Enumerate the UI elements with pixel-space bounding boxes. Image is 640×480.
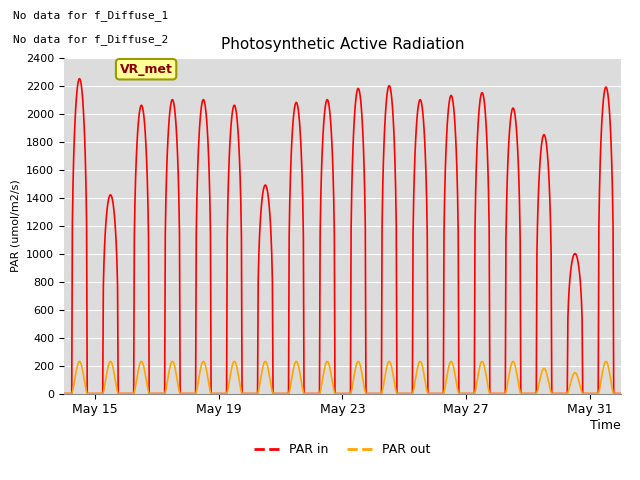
X-axis label: Time: Time <box>590 419 621 432</box>
Y-axis label: PAR (umol/m2/s): PAR (umol/m2/s) <box>10 179 20 272</box>
Text: No data for f_Diffuse_1: No data for f_Diffuse_1 <box>13 10 168 21</box>
Title: Photosynthetic Active Radiation: Photosynthetic Active Radiation <box>221 37 464 52</box>
Legend: PAR in, PAR out: PAR in, PAR out <box>249 438 436 461</box>
Text: VR_met: VR_met <box>120 63 173 76</box>
Text: No data for f_Diffuse_2: No data for f_Diffuse_2 <box>13 34 168 45</box>
